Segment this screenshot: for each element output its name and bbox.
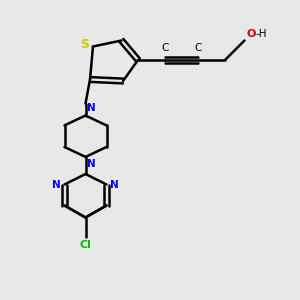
Text: C: C: [194, 44, 202, 53]
Text: -H: -H: [256, 29, 267, 39]
Text: N: N: [110, 179, 119, 190]
Text: N: N: [87, 159, 96, 169]
Text: O: O: [246, 29, 255, 39]
Text: C: C: [161, 44, 169, 53]
Text: Cl: Cl: [80, 240, 92, 250]
Text: S: S: [80, 38, 89, 52]
Text: N: N: [52, 179, 61, 190]
Text: N: N: [87, 103, 96, 113]
